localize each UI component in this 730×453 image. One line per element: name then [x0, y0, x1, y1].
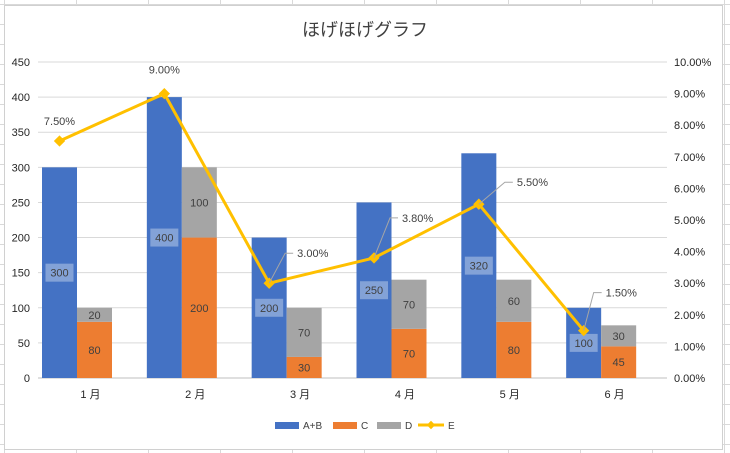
chart-title: ほげほげグラフ — [302, 20, 428, 40]
bar-c — [391, 328, 427, 378]
data-label-a-plus-b: 100 — [574, 338, 592, 350]
y-tick-label: 150 — [12, 268, 30, 280]
y-tick-label: 450 — [12, 57, 30, 69]
data-label-d: 70 — [298, 327, 310, 339]
data-label-a-plus-b-bg — [360, 281, 388, 300]
marker-e — [53, 135, 66, 147]
x-tick-label: 4 月 — [395, 389, 415, 401]
leader-line — [478, 181, 513, 205]
y-tick-label: 0 — [24, 373, 30, 385]
legend-label: D — [405, 421, 412, 432]
y-tick-label: 300 — [12, 162, 30, 174]
legend-label: C — [361, 421, 368, 432]
data-label-a-plus-b: 300 — [50, 268, 68, 280]
bar-d — [391, 279, 427, 329]
bar-d — [496, 279, 532, 322]
bar-d — [601, 325, 637, 347]
x-tick-label: 1 月 — [80, 389, 100, 401]
y2-tick-label: 10.00% — [674, 57, 712, 69]
y-tick-label: 100 — [12, 303, 30, 315]
y2-tick-label: 4.00% — [674, 247, 705, 259]
x-tick-label: 3 月 — [290, 389, 310, 401]
y-tick-label: 350 — [12, 127, 30, 139]
data-label-e: 5.50% — [517, 177, 548, 189]
bar-d — [286, 307, 322, 357]
data-label-a-plus-b-bg — [150, 228, 179, 247]
data-label-d: 20 — [88, 310, 100, 322]
y2-tick-label: 5.00% — [674, 215, 705, 227]
data-label-d: 70 — [403, 299, 415, 311]
data-label-e: 3.80% — [402, 213, 433, 225]
data-label-a-plus-b-bg — [464, 256, 493, 275]
legend-swatch — [275, 422, 299, 429]
data-label-a-plus-b-bg — [45, 263, 74, 282]
y2-tick-label: 1.00% — [674, 341, 705, 353]
y-tick-label: 250 — [12, 197, 30, 209]
data-label-d: 30 — [613, 331, 625, 343]
bar-c — [181, 237, 217, 378]
data-label-e: 7.50% — [44, 116, 75, 128]
line-e — [58, 92, 585, 332]
legend-marker-e — [426, 420, 436, 430]
bar-d — [77, 307, 112, 322]
data-label-e: 9.00% — [149, 65, 180, 77]
legend-swatch — [333, 422, 357, 429]
legend-label: A+B — [303, 421, 323, 432]
data-label-d: 100 — [190, 197, 208, 209]
x-tick-label: 5 月 — [500, 389, 520, 401]
data-label-a-plus-b: 200 — [260, 303, 278, 315]
y2-tick-label: 0.00% — [674, 373, 705, 385]
data-label-a-plus-b: 400 — [155, 233, 173, 245]
x-tick-label: 2 月 — [185, 389, 205, 401]
legend-swatch — [377, 422, 401, 429]
data-label-a-plus-b: 320 — [470, 261, 488, 273]
data-label-a-plus-b-bg — [569, 333, 598, 352]
y2-tick-label: 9.00% — [674, 89, 705, 101]
y2-tick-label: 8.00% — [674, 120, 705, 132]
legend-label: E — [448, 421, 455, 432]
y2-tick-label: 7.00% — [674, 152, 705, 164]
leader-line — [373, 217, 398, 259]
y-tick-label: 50 — [18, 338, 30, 350]
y2-tick-label: 2.00% — [674, 310, 705, 322]
y2-tick-label: 3.00% — [674, 278, 705, 290]
data-label-a-plus-b: 250 — [365, 285, 383, 297]
data-label-e: 1.50% — [606, 288, 637, 300]
data-label-c: 45 — [613, 357, 625, 369]
bar-c — [601, 346, 637, 378]
x-tick-label: 6 月 — [604, 389, 624, 401]
y-tick-label: 200 — [12, 233, 30, 245]
data-label-a-plus-b-bg — [255, 298, 284, 317]
data-label-c: 30 — [298, 362, 310, 374]
data-label-c: 200 — [190, 303, 208, 315]
bar-c — [77, 321, 112, 378]
bar-c — [286, 356, 322, 378]
y2-tick-label: 6.00% — [674, 183, 705, 195]
data-label-c: 80 — [508, 345, 520, 357]
data-label-c: 70 — [403, 348, 415, 360]
y-tick-label: 400 — [12, 92, 30, 104]
data-label-d: 60 — [508, 296, 520, 308]
data-label-e: 3.00% — [297, 248, 328, 260]
data-label-c: 80 — [88, 345, 100, 357]
leader-line — [268, 252, 294, 284]
leader-line — [583, 292, 602, 331]
bar-c — [496, 321, 532, 378]
